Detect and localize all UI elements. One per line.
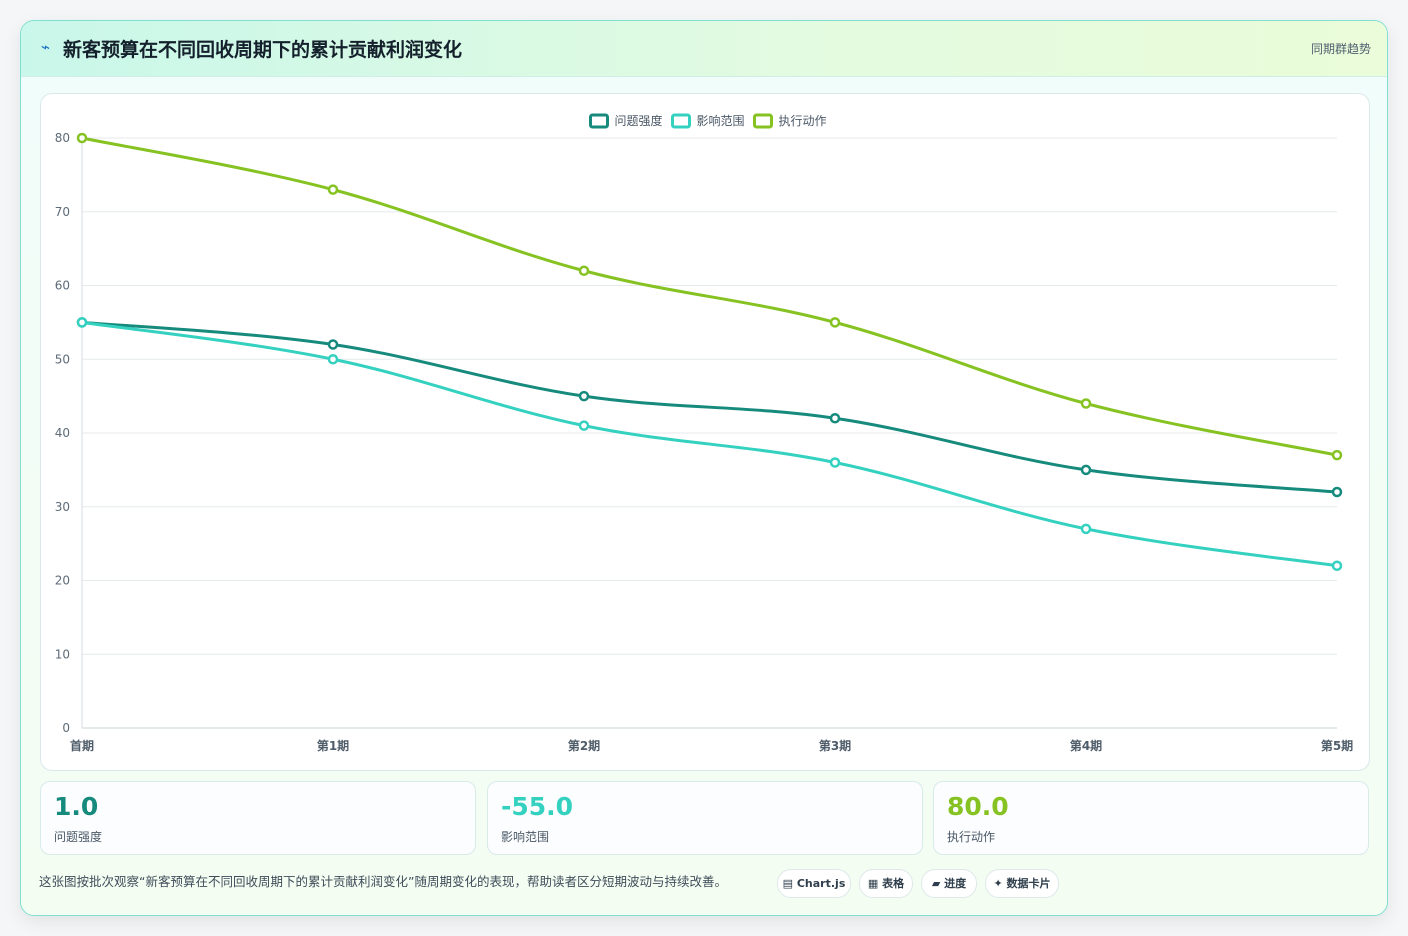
card-title: 新客预算在不同回收周期下的累计贡献利润变化 — [63, 39, 463, 61]
stat-label: 执行动作 — [947, 830, 996, 844]
data-point — [578, 390, 590, 402]
y-tick-label: 0 — [62, 721, 70, 735]
y-tick-label: 60 — [55, 279, 70, 293]
stat-card-3: 80.0 执行动作 — [933, 781, 1369, 855]
stat-cards: 1.0 问题强度 -55.0 影响范围 80.0 执行动作 — [40, 781, 1370, 855]
y-tick-label: 50 — [55, 352, 70, 366]
x-tick-label: 第1期 — [317, 738, 349, 753]
stat-value: -55.0 — [501, 792, 574, 821]
data-point — [1080, 398, 1092, 409]
stat-value: 1.0 — [54, 792, 99, 821]
chip-chartjs[interactable]: ▤ Chart.js — [777, 869, 851, 898]
card-icon: ✦ — [993, 877, 1003, 890]
chip-label: 进度 — [944, 877, 967, 890]
data-point — [829, 457, 841, 468]
stat-label: 问题强度 — [54, 830, 103, 844]
chip-label: Chart.js — [796, 877, 846, 890]
data-point — [327, 339, 339, 350]
data-point — [1331, 560, 1343, 571]
stat-card-1: 1.0 问题强度 — [40, 781, 476, 855]
stat-card-2: -55.0 影响范围 — [487, 781, 923, 855]
cohort-trend-badge: 同期群趋势 — [1310, 42, 1371, 56]
table-icon: ▦ — [867, 877, 879, 890]
legend-label: 执行动作 — [779, 114, 827, 128]
data-point — [829, 413, 841, 424]
x-tick-label: 第5期 — [1321, 738, 1353, 753]
series-line — [80, 320, 1339, 568]
data-point — [1080, 523, 1092, 535]
x-tick-label: 第3期 — [819, 738, 851, 753]
data-point — [578, 265, 590, 276]
card-header: ⌁ 新客预算在不同回收周期下的累计贡献利润变化 同期群趋势 — [21, 21, 1387, 77]
series-line — [80, 136, 1339, 457]
chip-label: 表格 — [882, 877, 905, 890]
data-point — [1080, 464, 1092, 476]
x-tick-label: 第4期 — [1070, 738, 1102, 753]
data-point — [829, 317, 841, 328]
legend-swatch — [589, 113, 609, 129]
trend-icon: ⌁ — [41, 38, 51, 56]
chart-icon: ▤ — [782, 877, 794, 890]
y-tick-label: 70 — [55, 205, 70, 219]
line-chart: 0 10 20 30 40 50 60 70 80 首期 第1期 第2期 第3期 第4期 第5期 问题强度 影响… — [40, 93, 1370, 771]
line-chart-svg: 0 10 20 30 40 50 60 70 80 首期 第1期 第2期 第3期 第4期 第5期 问题强度 影响… — [55, 113, 1353, 753]
data-point — [76, 132, 88, 144]
chart-card: ⌁ 新客预算在不同回收周期下的累计贡献利润变化 同期群趋势 0 10 20 30 40 5… — [20, 20, 1388, 916]
y-tick-label: 10 — [55, 647, 70, 661]
y-tick-label: 30 — [55, 500, 70, 514]
chip-label: 数据卡片 — [1006, 877, 1051, 890]
legend-label: 影响范围 — [697, 113, 745, 128]
data-point — [1331, 449, 1343, 461]
data-point — [76, 317, 88, 328]
series-line — [80, 320, 1339, 494]
data-point — [327, 184, 339, 195]
data-point — [1331, 486, 1343, 498]
y-tick-label: 80 — [55, 131, 70, 145]
x-tick-label: 第2期 — [568, 738, 600, 753]
legend-swatch — [671, 113, 691, 129]
x-tick-label: 首期 — [70, 738, 94, 753]
progress-icon: ▰ — [931, 877, 941, 890]
chip-table[interactable]: ▦ 表格 — [859, 869, 913, 898]
chip-data-card[interactable]: ✦ 数据卡片 — [985, 869, 1059, 898]
chip-progress[interactable]: ▰ 进度 — [921, 869, 977, 898]
data-point — [578, 420, 590, 431]
stat-label: 影响范围 — [501, 830, 550, 844]
data-point — [327, 354, 339, 365]
stat-value: 80.0 — [947, 792, 1009, 821]
chart-description: 这张图按批次观察“新客预算在不同回收周期下的累计贡献利润变化”随周期变化的表现，… — [39, 874, 727, 889]
y-tick-label: 20 — [55, 574, 70, 588]
y-tick-label: 40 — [55, 426, 70, 440]
legend-label: 问题强度 — [615, 113, 663, 128]
legend-swatch — [753, 113, 773, 129]
